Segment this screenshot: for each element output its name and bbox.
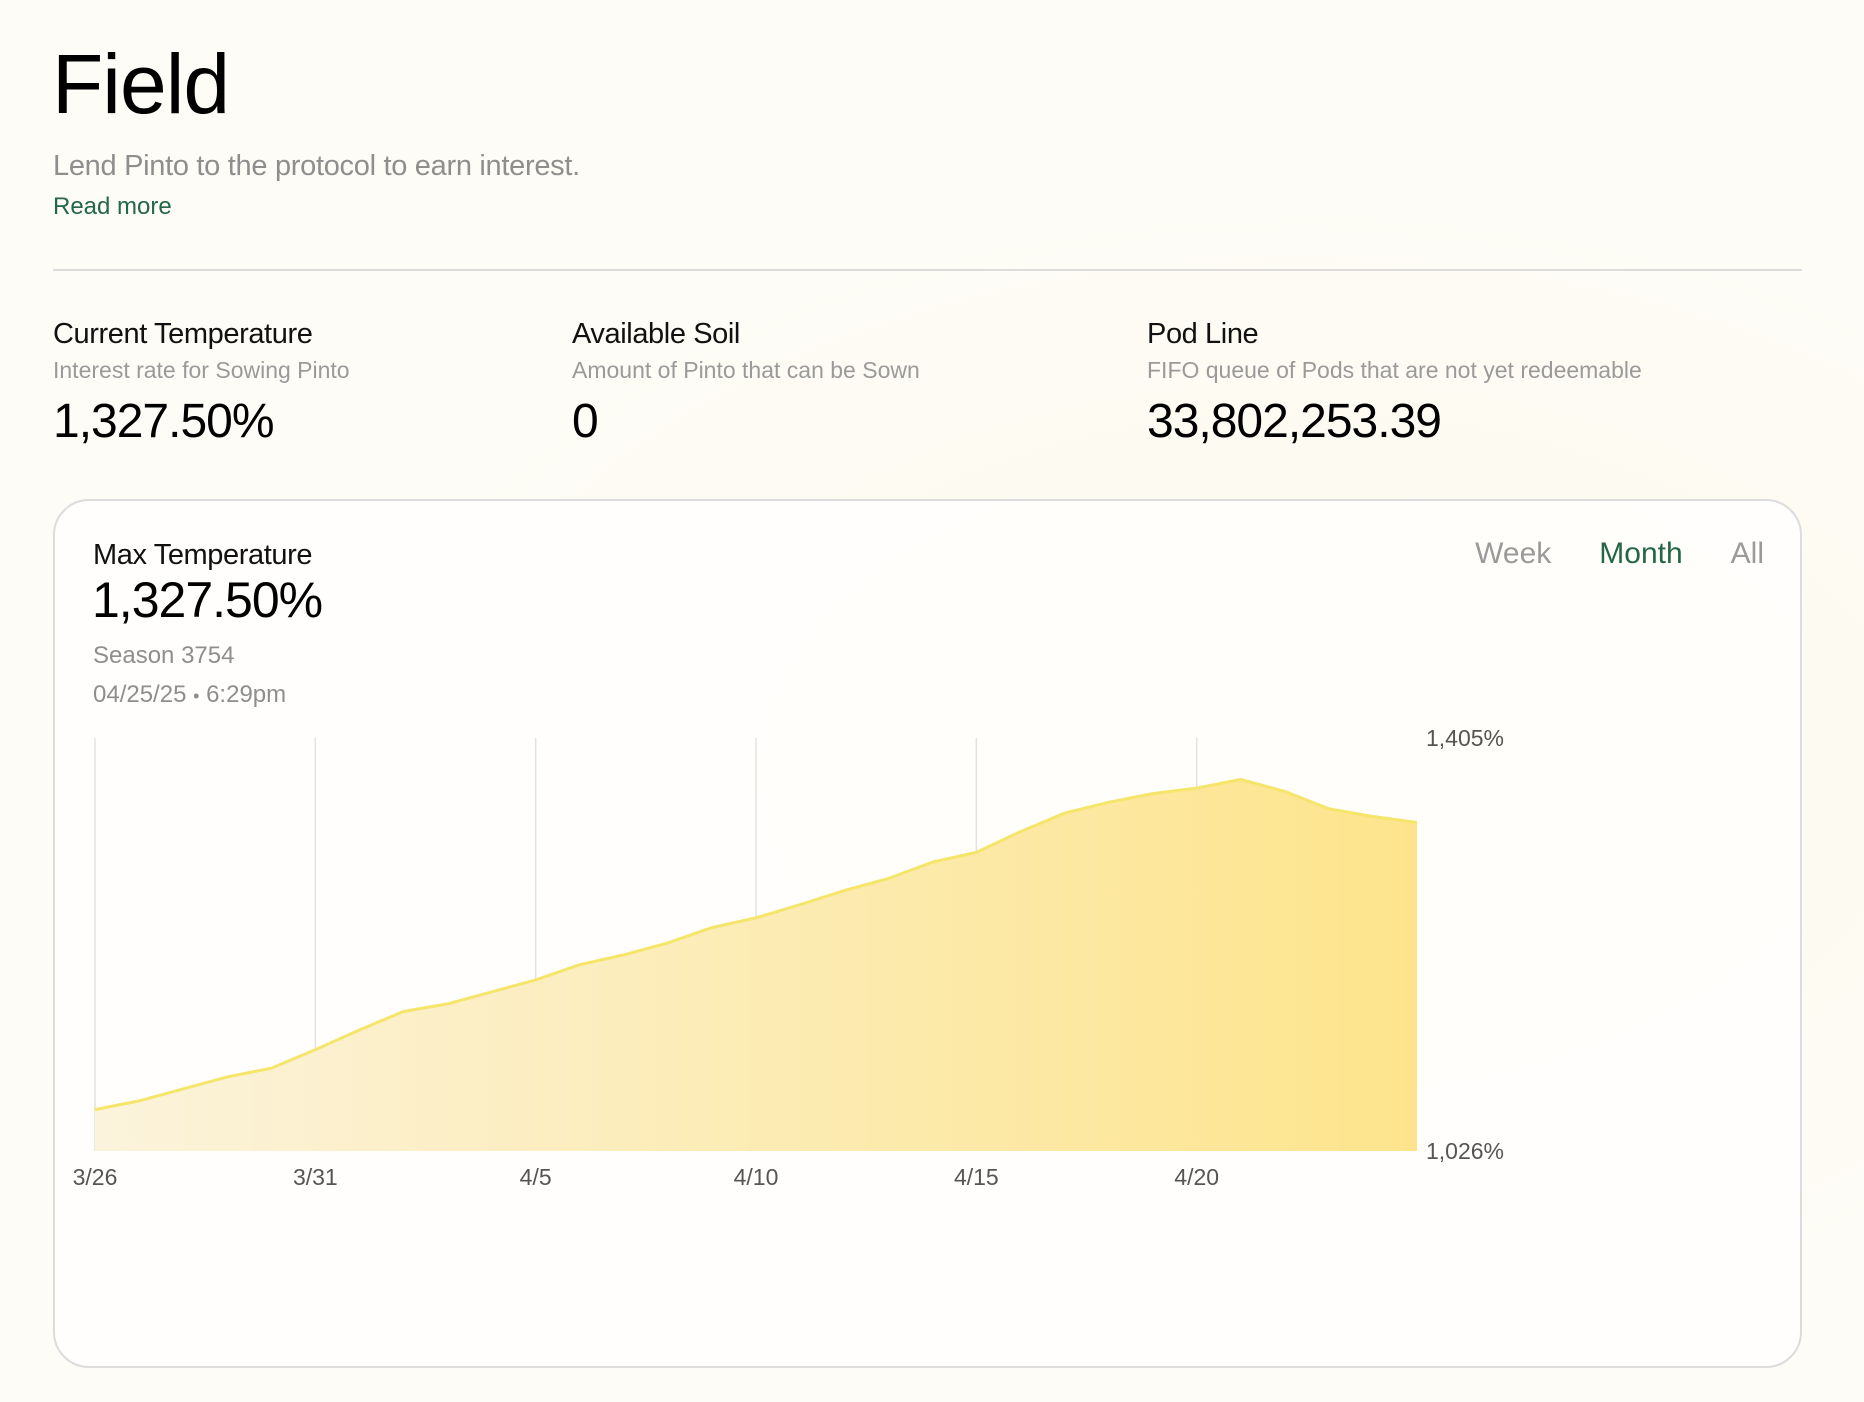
x-tick-label: 4/10 (734, 1164, 779, 1190)
stat-label: Pod Line (1147, 318, 1259, 350)
y-tick-label: 1,026% (1426, 1138, 1504, 1164)
temperature-area (95, 779, 1417, 1151)
tab-week[interactable]: Week (1475, 537, 1552, 570)
stat-value: 33,802,253.39 (1147, 395, 1442, 448)
x-tick-label: 4/5 (520, 1164, 552, 1190)
card-time: 6:29pm (206, 681, 287, 708)
stat-description: Amount of Pinto that can be Sown (572, 357, 920, 383)
stat-current-temperature: Current Temperature Interest rate for So… (53, 318, 350, 449)
stat-value: 0 (572, 395, 599, 448)
read-more-link[interactable]: Read more (53, 193, 172, 220)
stat-label: Available Soil (572, 318, 740, 350)
stat-description: Interest rate for Sowing Pinto (53, 357, 350, 383)
card-date: 04/25/25 (93, 681, 187, 708)
x-tick-label: 3/31 (293, 1164, 338, 1190)
x-tick-label: 4/20 (1174, 1164, 1219, 1190)
stat-label: Current Temperature (53, 318, 313, 350)
tab-all[interactable]: All (1730, 537, 1764, 570)
range-tabs: Week Month All (1475, 537, 1764, 571)
card-season: Season 3754 (93, 642, 235, 669)
max-temperature-chart: 3/26 3/31 4/5 4/10 4/15 4/20 1,405% 1,026% (73, 725, 1504, 1190)
y-tick-label: 1,405% (1426, 725, 1504, 751)
x-tick-label: 3/26 (73, 1164, 118, 1190)
max-temperature-card: Max Temperature 1,327.50% Season 3754 04… (53, 499, 1802, 1368)
page-subtitle: Lend Pinto to the protocol to earn inter… (53, 150, 580, 182)
stat-pod-line: Pod Line FIFO queue of Pods that are not… (1147, 318, 1642, 449)
temperature-line (94, 777, 1418, 1112)
stat-available-soil: Available Soil Amount of Pinto that can … (572, 318, 920, 449)
tab-month[interactable]: Month (1599, 537, 1683, 570)
page-title: Field (52, 37, 230, 131)
card-timestamp: 04/25/25 • 6:29pm (93, 681, 286, 709)
dot-separator: • (193, 686, 200, 706)
card-value: 1,327.50% (92, 572, 323, 628)
stat-description: FIFO queue of Pods that are not yet rede… (1147, 357, 1642, 383)
card-title: Max Temperature (93, 539, 313, 571)
stat-value: 1,327.50% (53, 395, 275, 448)
x-tick-label: 4/15 (954, 1164, 999, 1190)
header-divider (53, 269, 1802, 271)
